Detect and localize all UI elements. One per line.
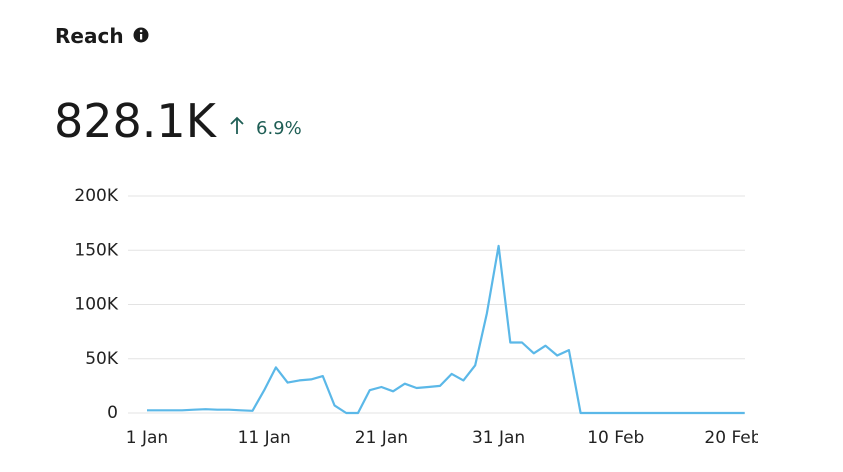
x-axis-labels: 1 Jan 11 Jan 21 Jan 31 Jan 10 Feb 20 Feb <box>126 428 761 448</box>
reach-line <box>147 244 745 415</box>
x-tick-label: 10 Feb <box>587 428 644 448</box>
y-tick-label: 50K <box>85 349 119 369</box>
x-tick-label: 20 Feb <box>704 428 761 448</box>
up-arrow <box>230 116 244 134</box>
y-tick-label: 200K <box>74 186 118 206</box>
x-tick-label: 31 Jan <box>472 428 525 448</box>
card-title: Reach <box>55 24 124 48</box>
x-tick-label: 11 Jan <box>238 428 291 448</box>
x-tick-label: 1 Jan <box>126 428 168 448</box>
headline-value: 828.1K <box>54 94 218 148</box>
x-tick-label: 21 Jan <box>355 428 408 448</box>
info-icon[interactable] <box>133 27 149 43</box>
y-tick-label: 150K <box>74 240 118 260</box>
change-value: 6.9% <box>256 118 302 139</box>
y-tick-label: 100K <box>74 295 118 315</box>
y-tick-label: 0 <box>107 403 118 423</box>
